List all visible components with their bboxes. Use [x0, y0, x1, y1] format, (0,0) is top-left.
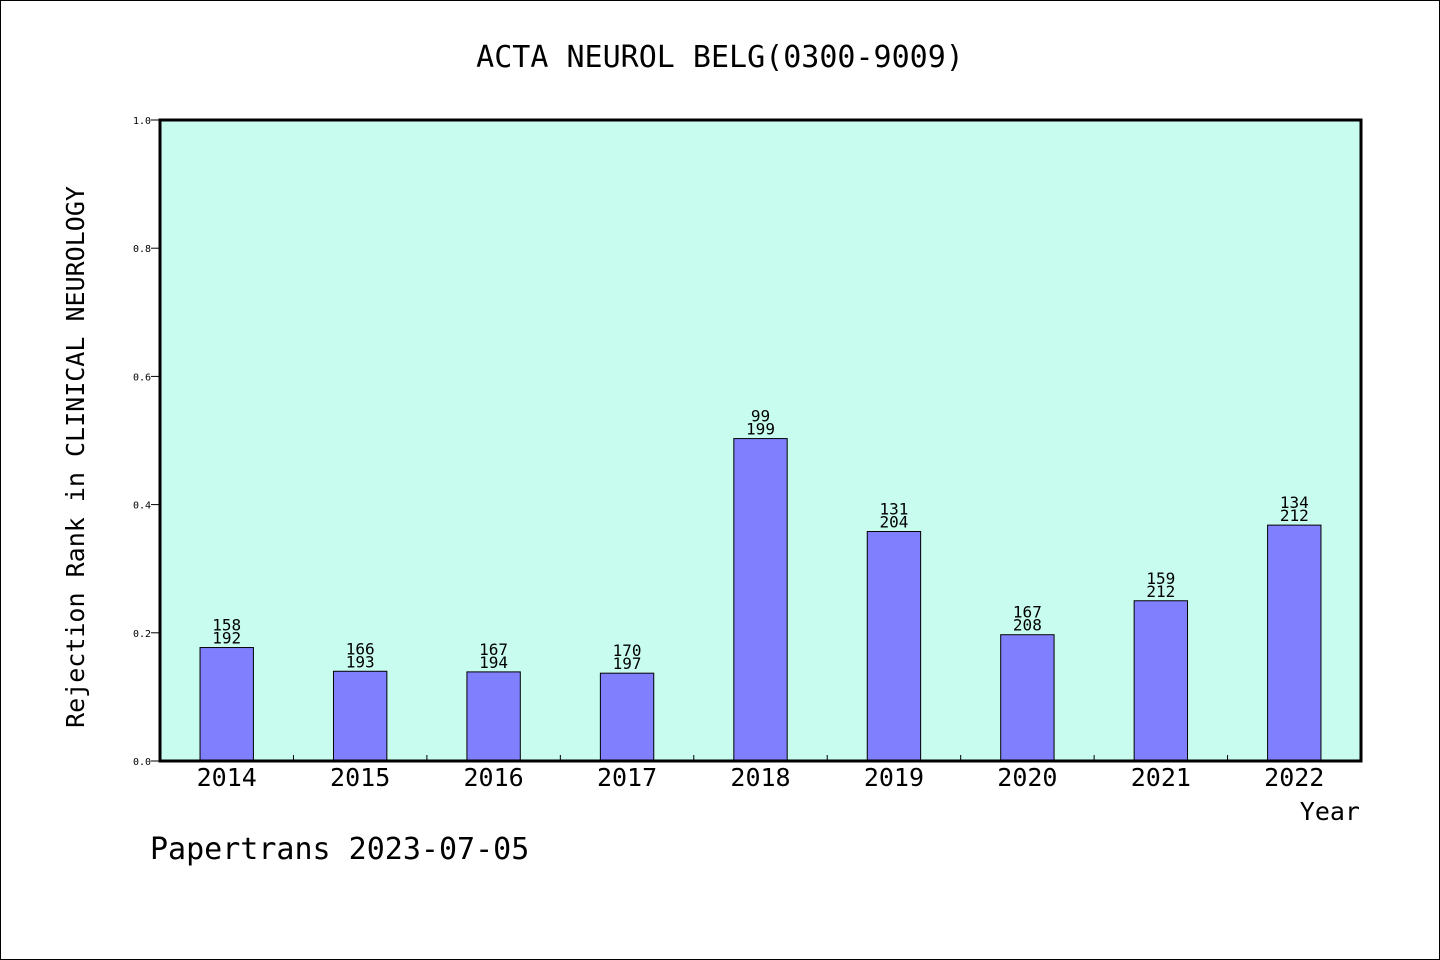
y-tick-label: 0.8 — [133, 244, 151, 255]
bar-2019 — [866, 531, 922, 762]
bar-2018 — [733, 438, 788, 762]
x-tick-label: 2021 — [1131, 763, 1191, 792]
bar-label-rank: 158 — [212, 616, 241, 635]
bar-2017 — [599, 672, 655, 762]
chart-title: ACTA NEUROL BELG(0300-9009) — [476, 40, 964, 75]
bar-label-total: 192 — [212, 629, 241, 648]
bar-label-rank: 166 — [346, 639, 375, 658]
bar-2020 — [1000, 634, 1055, 762]
bar-label-rank: 167 — [1013, 603, 1042, 622]
bar-2022 — [1267, 524, 1322, 762]
bar-label-rank: 167 — [479, 640, 508, 659]
bar-labels: 1581921661931671941701979919913120416720… — [212, 407, 1308, 674]
bar-label-total: 199 — [746, 420, 775, 439]
bar-label-total: 197 — [613, 654, 642, 673]
plot-border — [158, 118, 1363, 763]
x-tick-label: 2019 — [864, 763, 924, 792]
bar-2014 — [199, 647, 254, 762]
bars — [199, 438, 1322, 762]
bar-label-total: 212 — [1280, 506, 1309, 525]
bar-label-total: 204 — [879, 513, 908, 532]
x-axis: 2014 2015 2016 2017 2018 2019 2020 2021 2022 — [197, 755, 1324, 792]
y-tick-label: 0.0 — [133, 757, 151, 768]
bar-label-total: 193 — [346, 652, 375, 671]
y-tick-label: 0.6 — [133, 372, 151, 383]
bar-2021 — [1133, 600, 1189, 762]
bar-label-rank: 134 — [1280, 493, 1309, 512]
y-tick-label: 0.4 — [133, 501, 151, 512]
bar-label-total: 194 — [479, 653, 508, 672]
x-axis-label: Year — [1300, 797, 1360, 826]
bar-label-total: 208 — [1013, 616, 1042, 635]
x-tick-label: 2017 — [597, 763, 657, 792]
bar-label-rank: 131 — [879, 500, 908, 519]
x-tick-label: 2015 — [330, 763, 390, 792]
x-tick-label: 2018 — [730, 763, 790, 792]
y-tick-label: 0.2 — [133, 629, 151, 640]
y-tick-label: 1.0 — [133, 116, 151, 127]
y-axis: 0.0 0.2 0.4 0.6 0.8 1.0 — [133, 116, 160, 768]
bar-2015 — [332, 670, 388, 762]
x-tick-label: 2016 — [464, 763, 524, 792]
x-tick-label: 2014 — [197, 763, 257, 792]
footer-credit: Papertrans 2023-07-05 — [150, 832, 530, 867]
bar-label-rank: 170 — [613, 641, 642, 660]
x-tick-label: 2022 — [1264, 763, 1324, 792]
x-tick-label: 2020 — [997, 763, 1057, 792]
bar-label-total: 212 — [1146, 582, 1175, 601]
bar-label-rank: 99 — [751, 407, 770, 426]
bar-2016 — [466, 671, 521, 762]
y-axis-label: Rejection Rank in CLINICAL NEUROLOGY — [61, 186, 90, 728]
bar-label-rank: 159 — [1146, 569, 1175, 588]
